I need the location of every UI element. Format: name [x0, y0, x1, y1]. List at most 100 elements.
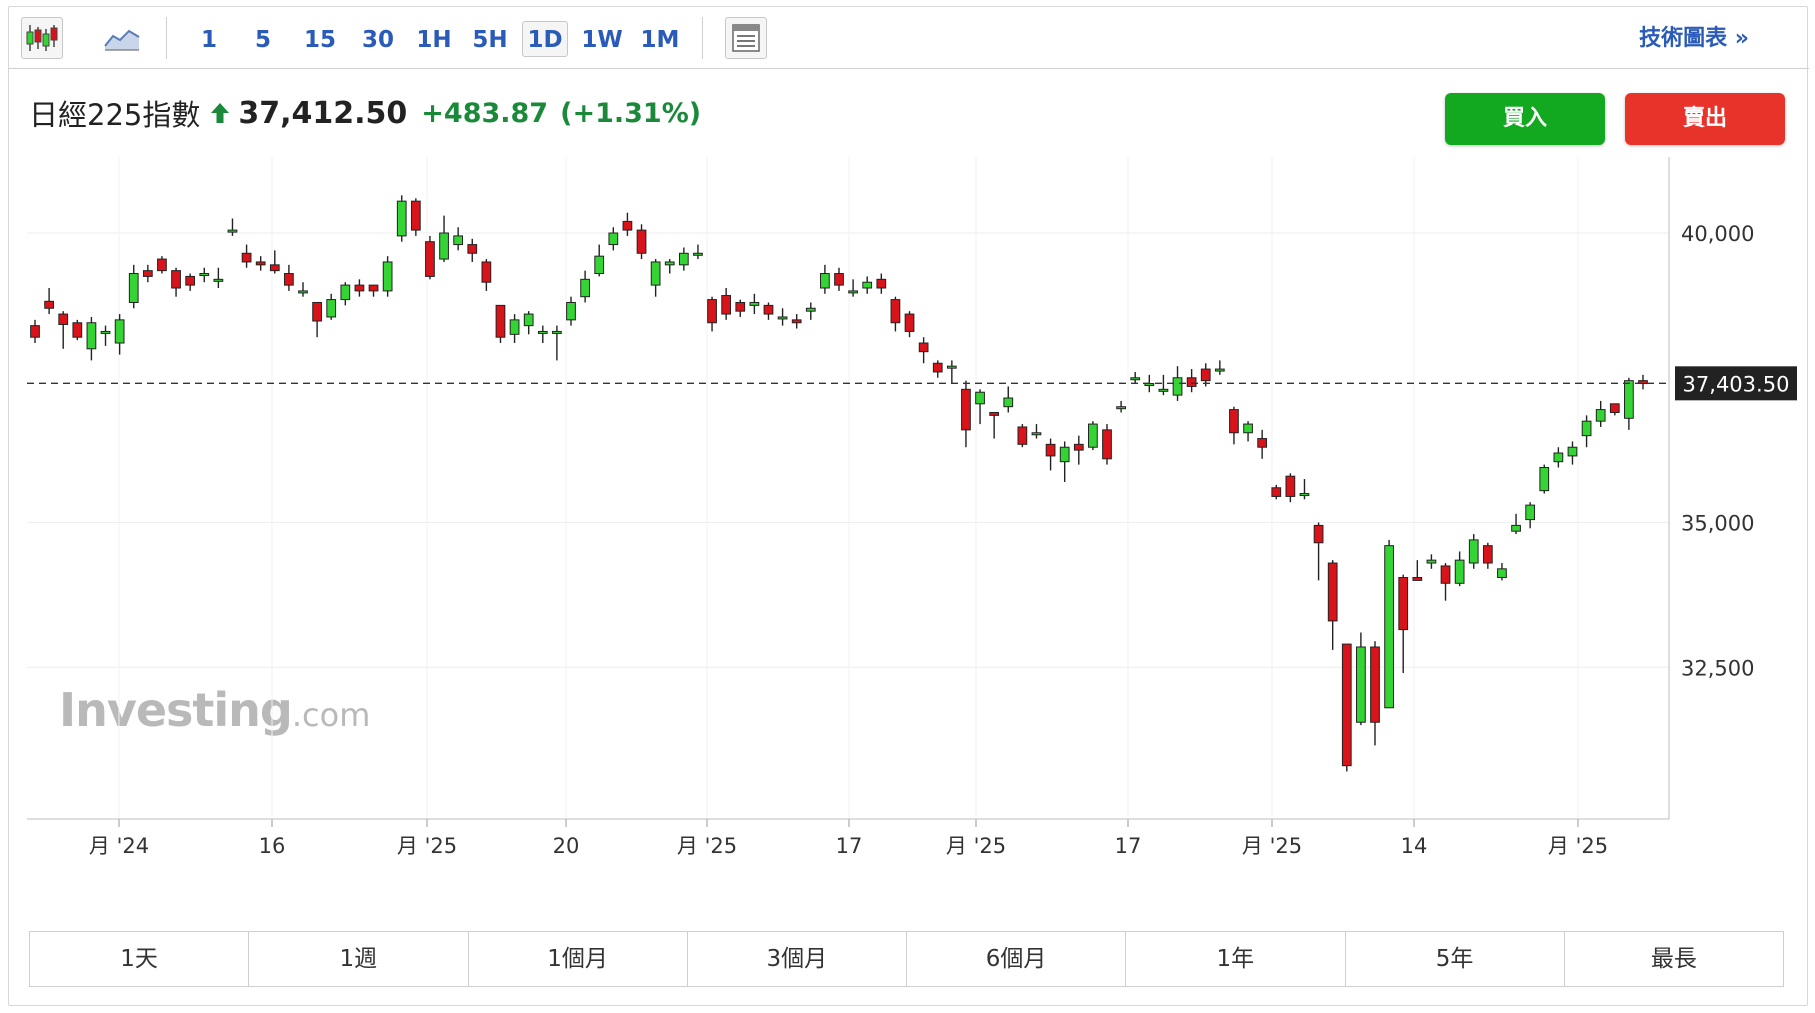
period-1d[interactable]: 1天: [30, 932, 250, 986]
candle-down: [834, 273, 844, 286]
candle-down: [185, 275, 196, 286]
candle-up: [396, 200, 407, 237]
timeframe-1d[interactable]: 1D: [522, 21, 568, 57]
timeframe-1w[interactable]: 1W: [581, 27, 623, 53]
candle-down: [1327, 562, 1338, 622]
x-tick-label: 17: [1115, 834, 1142, 858]
candle-up: [650, 261, 661, 286]
candle-down: [368, 284, 379, 292]
candlestick-chart[interactable]: 40,000 35,000 32,500 月 '24 16 月 '25 20 月 '25 17 月…: [9, 7, 1809, 907]
timeframe-15[interactable]: 15: [303, 27, 336, 53]
candle-up: [1356, 646, 1366, 723]
period-5y[interactable]: 5年: [1346, 932, 1565, 986]
candle-down: [636, 229, 647, 254]
x-tick-label: 20: [553, 834, 580, 858]
last-price: 37,412.50: [238, 95, 408, 131]
y-tick-label: 35,000: [1681, 512, 1754, 536]
candle-down: [791, 319, 802, 324]
candle-up: [213, 278, 224, 282]
chart-toolbar: 1 5 15 30 1H 5H 1D 1W 1M 技術圖表 »: [9, 7, 1809, 69]
timeframe-1h[interactable]: 1H: [416, 27, 452, 53]
candle-up: [1158, 388, 1169, 392]
timeframe-1m[interactable]: 1M: [640, 27, 680, 53]
sell-button[interactable]: 賣出: [1625, 93, 1785, 145]
candle-down: [255, 261, 266, 266]
period-3m[interactable]: 3個月: [688, 932, 907, 986]
candle-up: [566, 301, 576, 321]
candle-up: [340, 284, 351, 301]
period-max[interactable]: 最長: [1650, 946, 1697, 972]
candle-up: [1624, 380, 1634, 419]
candle-up: [777, 316, 788, 320]
period-6m[interactable]: 6個月: [907, 932, 1127, 986]
candle-down: [735, 301, 746, 312]
price-change-percent: (+1.31%): [560, 97, 702, 129]
price-change: +483.87: [421, 97, 549, 129]
up-arrow-icon: [211, 103, 230, 123]
candle-up: [1130, 377, 1141, 381]
candle-down: [142, 270, 153, 277]
candle-up: [1468, 539, 1479, 564]
candle-down: [1229, 409, 1239, 434]
period-1y[interactable]: 1年: [1126, 932, 1346, 986]
candle-up: [114, 319, 125, 344]
x-tick-label: 月 '25: [677, 834, 737, 858]
candle-up: [523, 313, 534, 327]
timeframe-1[interactable]: 1: [200, 27, 217, 53]
candle-down: [721, 295, 732, 315]
candle-down: [312, 301, 322, 322]
candle-up: [862, 281, 873, 289]
candle-up: [594, 255, 605, 275]
candle-up: [509, 319, 520, 335]
candle-down: [425, 241, 435, 277]
layout-icon[interactable]: [725, 17, 767, 59]
candle-up: [1059, 446, 1070, 463]
candle-up: [537, 330, 548, 334]
y-tick-label: 40,000: [1681, 222, 1754, 246]
candle-down: [171, 270, 181, 289]
timeframe-30[interactable]: 30: [361, 27, 394, 53]
period-1m[interactable]: 1個月: [469, 932, 688, 986]
candle-down: [1609, 403, 1620, 413]
candle-down: [904, 313, 915, 332]
candle-down: [44, 300, 54, 309]
candle-up: [1426, 559, 1437, 564]
candle-down: [1271, 487, 1282, 497]
watermark-domain: .com: [291, 696, 371, 734]
buy-button[interactable]: 買入: [1445, 93, 1605, 145]
candle-up: [1567, 446, 1578, 457]
x-tick-label: 14: [1401, 834, 1428, 858]
x-tick-label: 17: [836, 834, 863, 858]
candle-up: [298, 290, 308, 294]
current-price-label: 37,403.50: [1683, 372, 1790, 396]
candlestick-icon[interactable]: [21, 17, 63, 59]
area-chart-icon[interactable]: [99, 17, 145, 59]
candle-up: [1539, 466, 1550, 492]
period-1w[interactable]: 1週: [249, 932, 469, 986]
period-selector: 1天 1週 1個月 3個月 6個月 1年 5年 最長: [29, 931, 1784, 987]
candle-down: [481, 261, 492, 283]
candle-up: [749, 301, 760, 306]
candle-down: [1102, 429, 1112, 460]
timeframe-5h[interactable]: 5H: [472, 27, 508, 53]
candle-down: [495, 304, 506, 338]
timeframe-5[interactable]: 5: [254, 27, 271, 53]
candle-up: [1454, 559, 1465, 584]
candle-down: [932, 362, 943, 373]
candle-up: [1553, 452, 1564, 463]
candle-down: [410, 200, 421, 231]
x-tick-label: 月 '25: [946, 834, 1006, 858]
candle-down: [1200, 368, 1211, 382]
candle-up: [86, 322, 97, 350]
candle-up: [382, 261, 393, 292]
candle-up: [227, 229, 238, 233]
candle-down: [1073, 443, 1084, 451]
candle-up: [1003, 397, 1014, 408]
technical-chart-link[interactable]: 技術圖表 »: [1639, 26, 1749, 51]
x-tick-label: 16: [259, 834, 286, 858]
x-tick-label: 月 '25: [397, 834, 457, 858]
x-tick-label: 月 '25: [1548, 834, 1608, 858]
candle-down: [707, 299, 717, 324]
candle-up: [664, 261, 675, 266]
candle-down: [890, 299, 901, 324]
